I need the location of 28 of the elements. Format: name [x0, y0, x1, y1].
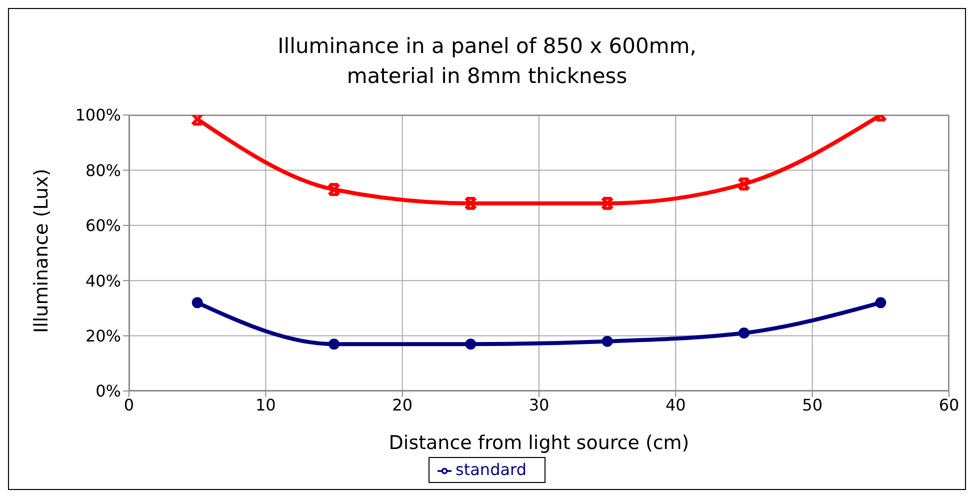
x-tick-label: 60 — [938, 395, 960, 414]
y-tick-label: 100% — [75, 106, 121, 125]
y-tick-label: 60% — [85, 216, 121, 236]
x-tick-label: 50 — [802, 395, 823, 414]
point — [875, 297, 886, 308]
x-tick-label: 10 — [255, 395, 276, 414]
x-tick-label: 0 — [124, 395, 134, 414]
legend-label: standard — [456, 460, 526, 479]
x-tick-label: 40 — [665, 395, 686, 414]
point — [600, 196, 614, 210]
y-tick-label: 40% — [85, 271, 121, 290]
y-tick-label: 0% — [96, 382, 121, 401]
x-tick-label: 30 — [528, 395, 550, 414]
point — [190, 115, 204, 126]
point — [738, 178, 750, 190]
y-tick-label: 80% — [85, 160, 121, 180]
x-axis-title: Distance from light source (cm) — [388, 432, 690, 454]
point — [602, 336, 613, 347]
y-tick-label: 20% — [85, 326, 121, 346]
point — [192, 297, 203, 308]
point — [738, 328, 750, 339]
x-tick-label: 20 — [392, 395, 413, 414]
point — [328, 183, 340, 196]
y-axis-title: Illuminance (Lux) — [30, 168, 53, 333]
point — [328, 338, 340, 350]
point — [465, 338, 476, 350]
point — [464, 196, 478, 210]
chart-title: Illuminance in a panel of 850 x 600mm, material in 8mm thickness — [276, 33, 698, 90]
